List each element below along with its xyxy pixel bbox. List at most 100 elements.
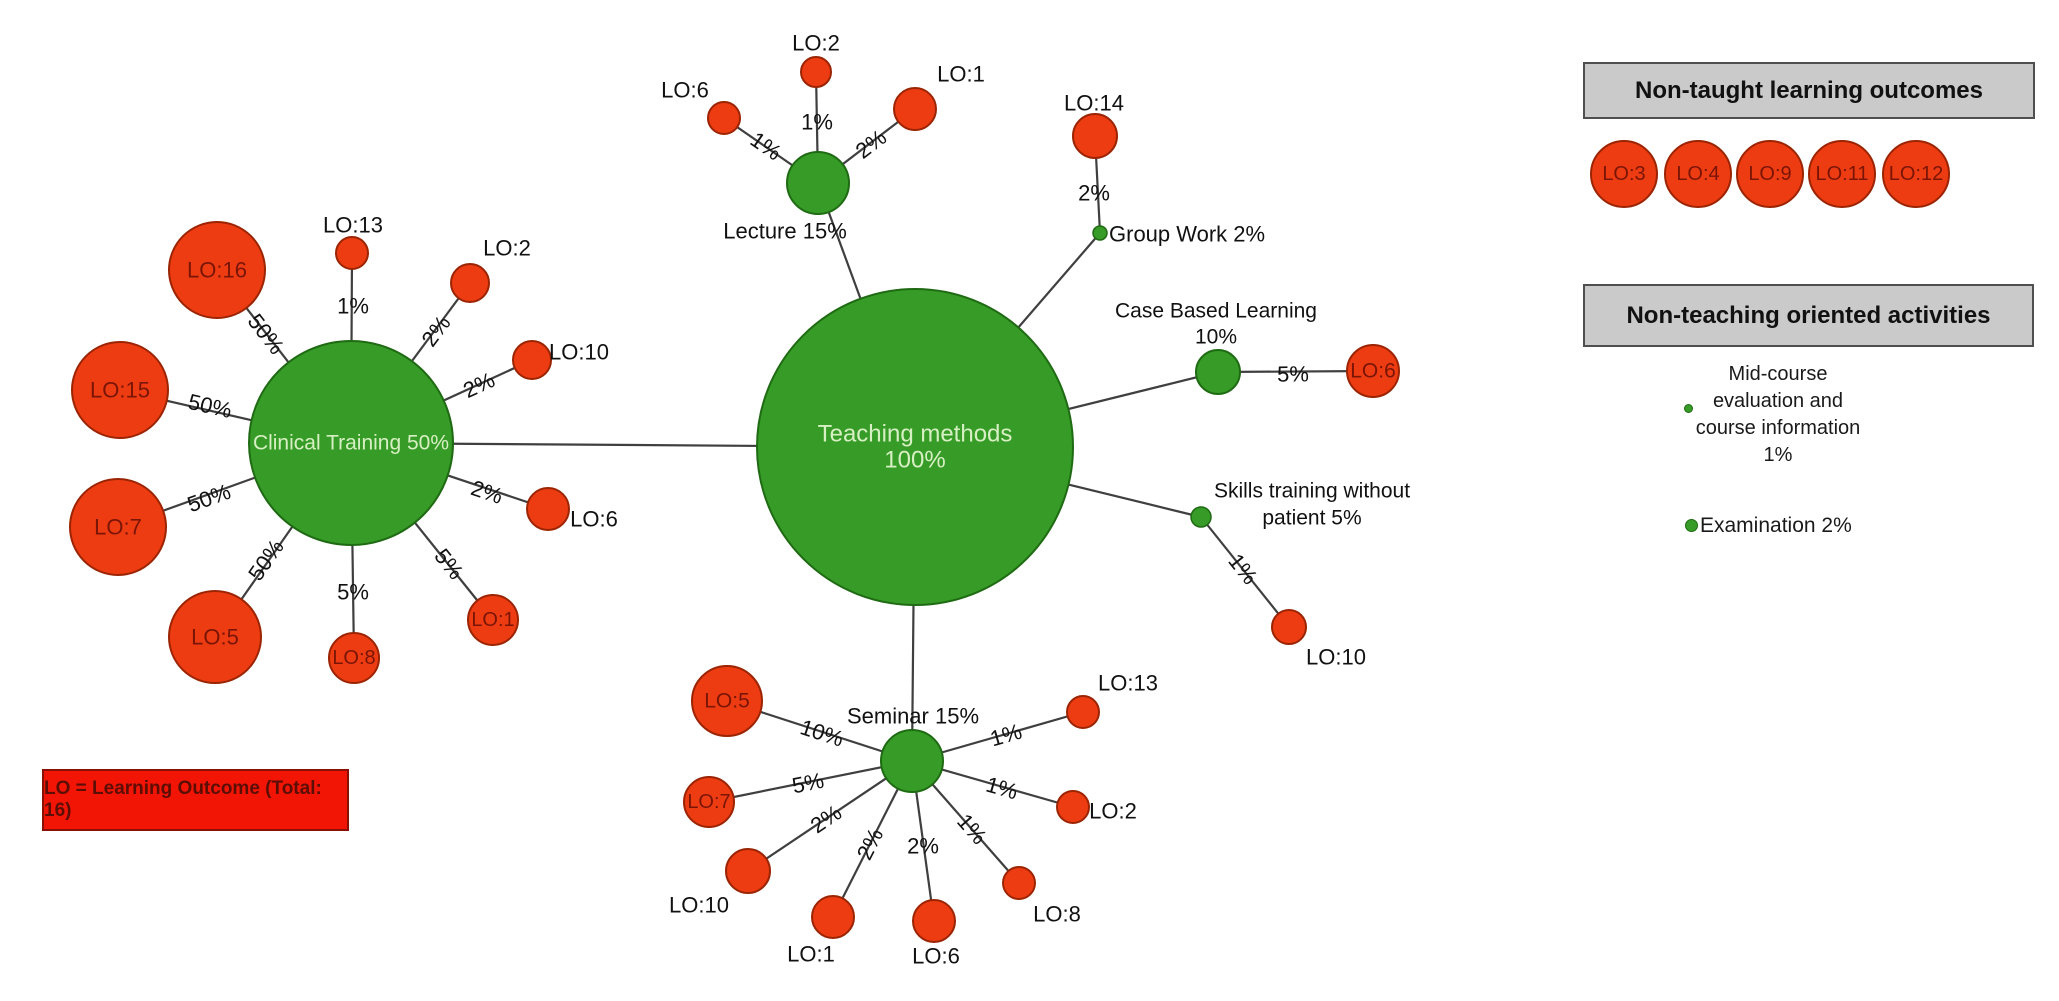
edge-label: 1% <box>337 294 369 319</box>
midcourse-line-2: evaluation and <box>1712 390 1844 412</box>
node-seminar <box>880 729 944 793</box>
node-label-clinical: Clinical Training 50% <box>253 432 449 455</box>
node-label-l-lo1: LO:1 <box>937 62 985 87</box>
node-label-cb-lo6: LO:6 <box>1350 360 1396 383</box>
node-label-s-lo6: LO:6 <box>912 944 960 969</box>
node-c-lo10 <box>512 340 552 380</box>
midcourse-line-1: Mid-course <box>1728 363 1828 385</box>
node-clinical <box>248 340 454 546</box>
node-c-lo16 <box>168 221 266 319</box>
edge-label: 5% <box>1277 361 1309 386</box>
edge-label: 2% <box>851 124 891 163</box>
node-label-c-lo15: LO:15 <box>90 378 150 403</box>
edge-skills-sk-lo10 <box>1200 516 1290 628</box>
node-label-case: Case Based Learning <box>1115 300 1317 323</box>
edge-label: 1% <box>987 719 1024 752</box>
node-label-c-lo8: LO:8 <box>332 647 375 669</box>
node-label-groupwork: Group Work 2% <box>1109 222 1265 247</box>
edge-label: 2% <box>852 824 889 864</box>
node-s-lo10 <box>725 848 771 894</box>
node-label-s-lo1: LO:1 <box>787 942 835 967</box>
edge-label: 2% <box>907 834 939 859</box>
node-sk-lo10 <box>1271 609 1307 645</box>
node-label-p-lo12: LO:12 <box>1889 163 1943 185</box>
node-c-lo5 <box>168 590 262 684</box>
panel-header-non-teaching-label: Non-teaching oriented activities <box>1626 301 1991 329</box>
node-label-seminar: Seminar 15% <box>847 704 979 729</box>
node-label-c-lo2: LO:2 <box>483 236 531 261</box>
node-label-p-lo11: LO:11 <box>1816 163 1869 185</box>
node-label-l-lo6: LO:6 <box>661 78 709 103</box>
node-p-lo12 <box>1882 140 1950 208</box>
node-label-s-lo10: LO:10 <box>669 893 729 918</box>
node-s-lo8 <box>1002 866 1036 900</box>
node-lecture <box>786 151 850 215</box>
midcourse-activity-block: Mid-course evaluation and course informa… <box>1662 361 1894 469</box>
green-dot-icon <box>1685 519 1698 532</box>
node-label-p-lo3: LO:3 <box>1602 163 1645 185</box>
edge-label: 2% <box>1078 181 1110 206</box>
edge-seminar-s-lo10 <box>747 760 913 872</box>
node-g-lo14 <box>1072 113 1118 159</box>
node-p-lo11 <box>1808 140 1876 208</box>
node-label-s-lo7: LO:7 <box>687 791 730 813</box>
node-p-lo9 <box>1736 140 1804 208</box>
edge-label: 50% <box>243 309 290 359</box>
node-p-lo4 <box>1664 140 1732 208</box>
panel-header-non-taught-label: Non-taught learning outcomes <box>1635 76 1983 104</box>
edge-label: 2% <box>459 367 498 403</box>
midcourse-line-3: course information <box>1695 417 1861 439</box>
node-c-lo1 <box>467 594 519 646</box>
node-label-sk-lo10: LO:10 <box>1306 645 1366 670</box>
node-skills <box>1190 506 1212 528</box>
edge-label: 5% <box>790 768 826 799</box>
node-label-c-lo1: LO:1 <box>471 609 514 631</box>
node-l-lo1 <box>893 87 937 131</box>
edge-label: 5% <box>337 580 369 605</box>
node-l-lo2 <box>800 56 832 88</box>
edge-label: 5% <box>429 544 468 584</box>
edge-label: 50% <box>186 389 235 423</box>
edge-label: 2% <box>806 800 846 838</box>
legend-box: LO = Learning Outcome (Total: 16) <box>42 769 349 831</box>
node-label-teaching: 100% <box>884 447 945 474</box>
node-label-s-lo5: LO:5 <box>704 690 750 713</box>
node-label-c-lo7: LO:7 <box>94 515 142 540</box>
node-label-g-lo14: LO:14 <box>1064 91 1124 116</box>
node-c-lo7 <box>69 478 167 576</box>
node-c-lo6 <box>526 487 570 531</box>
node-label-lecture: Lecture 15% <box>723 219 847 244</box>
node-l-lo6 <box>707 101 741 135</box>
node-label-c-lo6: LO:6 <box>570 507 618 532</box>
node-s-lo7 <box>683 776 735 828</box>
nodes-layer <box>69 56 1950 943</box>
node-s-lo2 <box>1056 790 1090 824</box>
node-label-skills: patient 5% <box>1262 507 1361 530</box>
node-label-c-lo13: LO:13 <box>323 213 383 238</box>
node-label-c-lo10: LO:10 <box>549 340 609 365</box>
green-dot-icon <box>1684 404 1693 413</box>
node-label-l-lo2: LO:2 <box>792 31 840 56</box>
node-c-lo8 <box>328 632 380 684</box>
examination-activity: Examination 2% <box>1700 514 1852 537</box>
node-label-s-lo2: LO:2 <box>1089 799 1137 824</box>
node-s-lo6 <box>912 899 956 943</box>
midcourse-line-4: 1% <box>1763 444 1793 466</box>
node-label-s-lo8: LO:8 <box>1033 902 1081 927</box>
edge-label: 1% <box>983 772 1020 805</box>
node-label-teaching: Teaching methods <box>818 421 1013 448</box>
node-p-lo3 <box>1590 140 1658 208</box>
node-label-skills: Skills training without <box>1214 480 1410 503</box>
edge-label: 10% <box>797 714 847 751</box>
edge-label: 1% <box>746 127 786 166</box>
node-label-case: 10% <box>1195 326 1237 349</box>
node-c-lo2 <box>450 263 490 303</box>
node-label-c-lo16: LO:16 <box>187 258 247 283</box>
node-c-lo15 <box>71 341 169 439</box>
node-s-lo1 <box>811 895 855 939</box>
panel-header-non-teaching: Non-teaching oriented activities <box>1583 284 2034 347</box>
panel-header-non-taught: Non-taught learning outcomes <box>1583 62 2035 119</box>
edge-label: 1% <box>1223 549 1262 589</box>
